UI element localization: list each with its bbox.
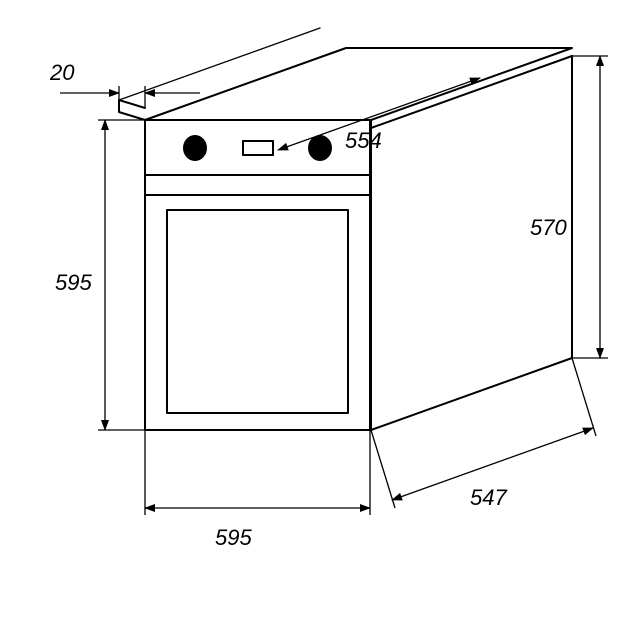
top-face <box>145 48 572 120</box>
label-height-front: 595 <box>55 270 92 295</box>
door-glass <box>167 210 348 413</box>
dim-height-front <box>98 120 145 430</box>
oven-body <box>119 28 572 430</box>
display-icon <box>243 141 273 155</box>
label-top-depth: 554 <box>345 128 382 153</box>
label-depth-bottom: 547 <box>470 485 507 510</box>
front-face <box>145 120 370 430</box>
label-overhang: 20 <box>49 60 75 85</box>
dim-overhang <box>60 86 200 108</box>
dimension-labels: 20 595 595 554 547 570 <box>49 60 567 550</box>
overhang-top-edge <box>119 28 320 100</box>
right-face <box>371 56 572 430</box>
right-knob-icon <box>309 136 331 160</box>
label-width-front: 595 <box>215 525 252 550</box>
dim-width-front <box>145 430 370 515</box>
dim-height-rear <box>572 56 608 358</box>
front-overhang <box>119 100 145 120</box>
dimension-lines <box>60 56 608 515</box>
label-height-rear: 570 <box>530 215 567 240</box>
front-right-edge <box>370 120 371 430</box>
top-step <box>371 56 572 128</box>
oven-dimension-diagram: 20 595 595 554 547 570 <box>0 0 637 637</box>
left-knob-icon <box>184 136 206 160</box>
